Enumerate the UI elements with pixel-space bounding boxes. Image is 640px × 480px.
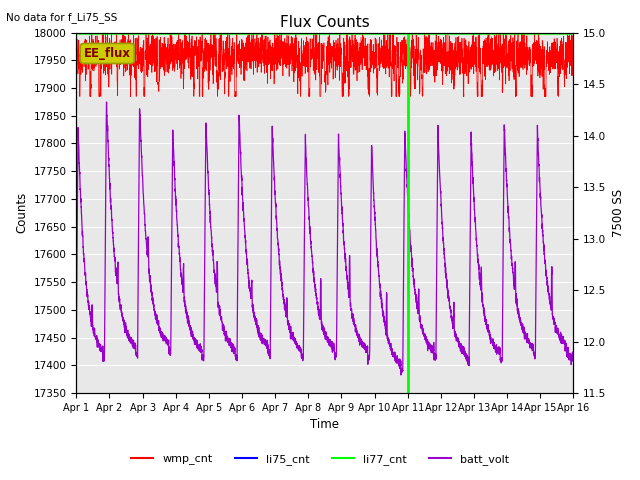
Text: EE_flux: EE_flux <box>84 47 131 60</box>
Y-axis label: Counts: Counts <box>15 192 28 233</box>
Legend: wmp_cnt, li75_cnt, li77_cnt, batt_volt: wmp_cnt, li75_cnt, li77_cnt, batt_volt <box>127 450 513 469</box>
Title: Flux Counts: Flux Counts <box>280 15 370 30</box>
Y-axis label: 7500 SS: 7500 SS <box>612 189 625 237</box>
X-axis label: Time: Time <box>310 419 339 432</box>
Text: No data for f_Li75_SS: No data for f_Li75_SS <box>6 12 118 23</box>
